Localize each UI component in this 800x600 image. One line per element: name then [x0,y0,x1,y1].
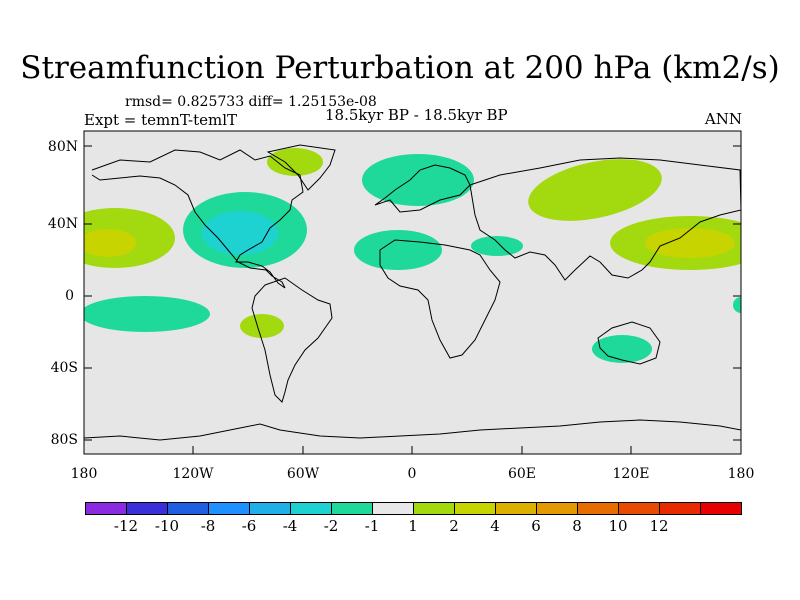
coast-greenland [266,144,336,191]
lon-label-120w: 120W [172,466,214,482]
lat-label-0: 0 [65,288,74,304]
colorbar-label: -6 [241,517,257,535]
anomaly-pacific-nw-core [645,228,735,258]
colorbar-swatch [208,502,250,515]
coast-europe [374,164,471,213]
colorbar-label: -2 [323,517,339,535]
colorbar-label: 8 [572,517,582,535]
anomaly-greenland [267,148,323,176]
stats-text: rmsd= 0.825733 diff= 1.25153e-08 [125,94,377,110]
colorbar-swatch [249,502,291,515]
colorbar-swatch [167,502,209,515]
coastlines [84,144,741,441]
colorbar-swatch [454,502,496,515]
colorbar-swatch [659,502,701,515]
colorbar-label: 1 [408,517,418,535]
anomaly-middle-east [471,236,523,256]
lat-label-40n: 40N [47,216,78,232]
colorbar-swatch [413,502,455,515]
lon-label-180e: 180 [727,466,755,482]
anomaly-europe [362,154,474,206]
colorbar-swatch [331,502,373,515]
colorbar-swatch [618,502,660,515]
colorbar-label: -8 [200,517,216,535]
colorbar-label: 6 [531,517,541,535]
colorbar-swatch [126,502,168,515]
coast-south-america [251,277,333,403]
lon-label-60e: 60E [507,466,537,482]
coast-asia [469,157,741,281]
colorbar-swatch [577,502,619,515]
colorbar-label: 2 [449,517,459,535]
anomaly-australia [592,335,652,363]
colorbar-label: 10 [608,517,628,535]
lon-label-180w: 180 [70,466,98,482]
coast-australia [597,321,661,365]
colorbar-swatch [495,502,537,515]
anomaly-east-edge [733,297,741,313]
anomaly-asia [528,159,662,221]
experiment-label: Expt = temnT-temlT [84,111,238,129]
lon-label-0: 0 [407,466,417,482]
colorbar-swatch [85,502,127,515]
colorbar-swatch [372,502,414,515]
season-label: ANN [704,110,742,128]
anomaly-fields [84,148,741,363]
colorbar-label: 12 [649,517,669,535]
lat-label-40s: 40S [50,360,78,376]
colorbar-label: -10 [154,517,180,535]
period-label: 18.5kyr BP - 18.5kyr BP [325,106,508,124]
anomaly-south-america [240,314,284,338]
axis-ticks [84,145,741,454]
lat-label-80s: 80S [50,432,78,448]
colorbar-swatch [700,502,742,515]
colorbar-label: 4 [490,517,500,535]
plot-title: Streamfunction Perturbation at 200 hPa (… [20,50,780,86]
lon-label-120e: 120E [612,466,650,482]
lat-label-80n: 80N [47,139,78,155]
coast-north-america [91,149,304,289]
colorbar-swatch [290,502,332,515]
coast-antarctica [84,419,741,441]
colorbar-label: -1 [364,517,380,535]
colorbar-label: -4 [282,517,298,535]
anomaly-pacific-se [84,296,210,332]
colorbar-swatch [536,502,578,515]
anomaly-pacific-ne-core [84,229,136,257]
coast-africa [379,239,501,359]
lon-label-60w: 60W [286,466,320,482]
colorbar-label: -12 [113,517,139,535]
anomaly-atlantic [354,230,442,270]
